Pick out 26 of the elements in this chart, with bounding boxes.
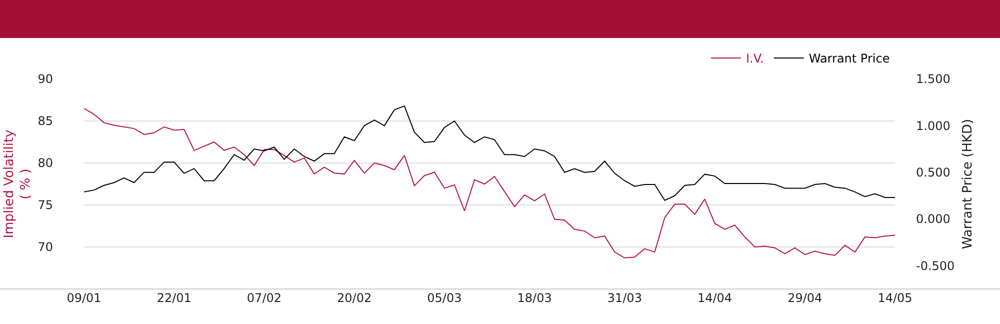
- y2-tick-label: 1.500: [916, 72, 950, 86]
- line-series: [84, 106, 895, 201]
- x-tick-label: 20/02: [337, 291, 372, 305]
- y2-tick-label: -0.500: [916, 258, 955, 273]
- y-tick-label: 85: [38, 114, 53, 128]
- x-tick-label: 09/01: [66, 291, 102, 305]
- y2-tick-label: 1.000: [916, 118, 950, 133]
- x-tick-label: 07/02: [246, 291, 282, 305]
- x-tick-label: 31/03: [607, 291, 642, 305]
- x-tick-label: 14/05: [878, 291, 912, 305]
- y-tick-label: 90: [38, 72, 53, 86]
- y-tick-label: 70: [38, 240, 53, 254]
- legend-label: I.V.: [746, 52, 764, 66]
- x-tick-label: 18/03: [517, 291, 552, 305]
- x-tick-label: 29/04: [788, 291, 822, 305]
- y2-axis-title: Warrant Price (HKD): [960, 118, 976, 250]
- y2-tick-label: 0.500: [916, 166, 950, 180]
- x-tick-label: 14/04: [697, 291, 732, 305]
- legend-label: Warrant Price: [808, 52, 890, 66]
- y-tick-label: 80: [38, 156, 53, 170]
- y2-tick-label: 0.000: [916, 212, 950, 226]
- y-tick-label: 75: [38, 198, 53, 212]
- y-axis-title: Implied Volatility ( % ): [2, 129, 34, 238]
- x-tick-label: 22/01: [156, 291, 192, 305]
- line-series: [84, 108, 895, 258]
- x-tick-label: 05/03: [427, 291, 462, 305]
